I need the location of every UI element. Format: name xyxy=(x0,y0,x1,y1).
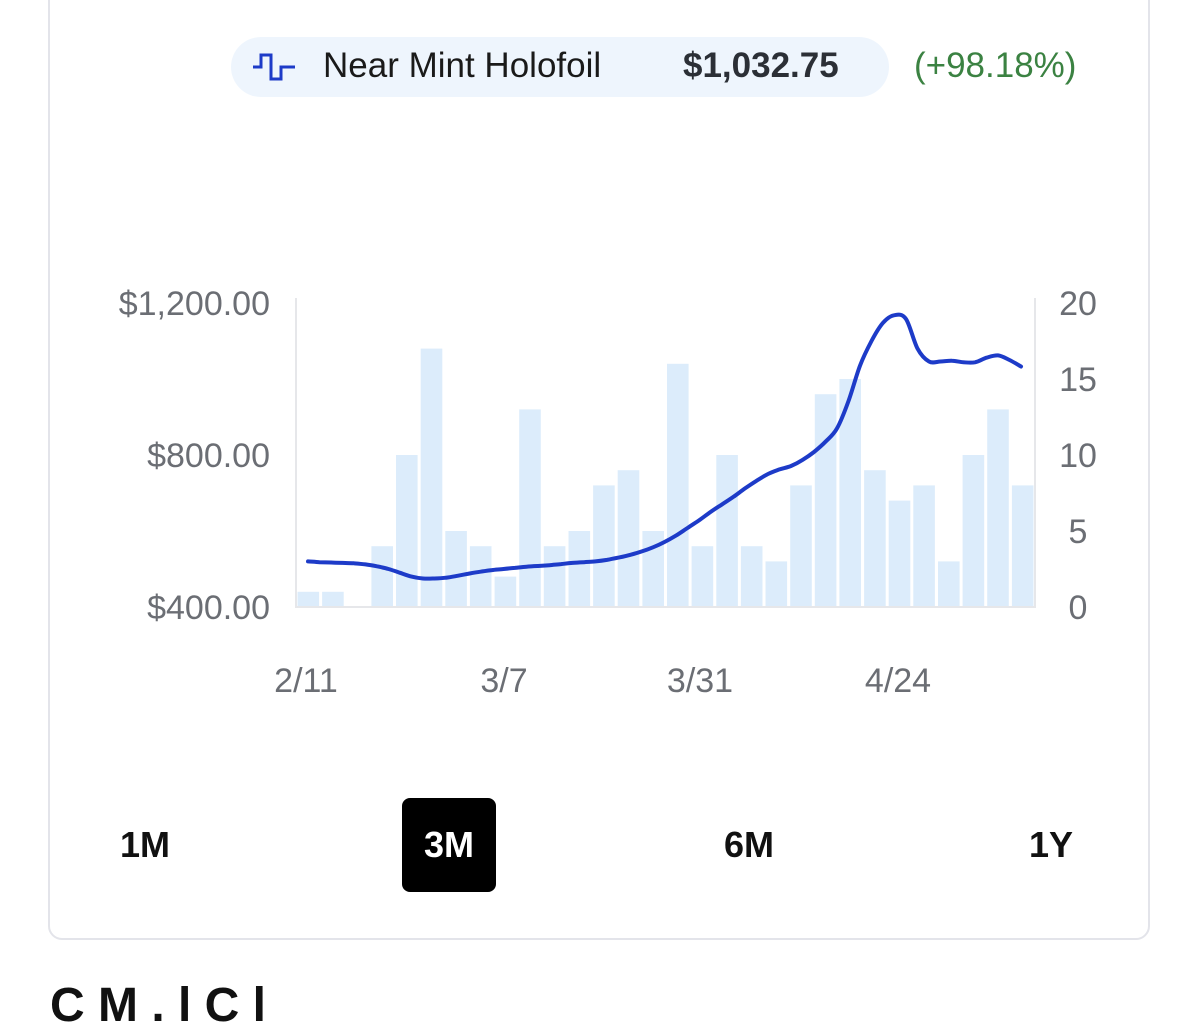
volume-bar xyxy=(888,500,911,607)
range-1m-button[interactable]: 1M xyxy=(119,824,170,865)
volume-bar xyxy=(814,394,837,607)
volume-bar xyxy=(371,546,393,607)
left-axis-tick: $400.00 xyxy=(147,589,270,627)
volume-bar xyxy=(938,561,960,607)
x-axis-tick: 3/31 xyxy=(667,662,733,700)
price-change: (+98.18%) xyxy=(914,46,1077,85)
volume-bar xyxy=(617,470,640,607)
right-axis-tick: 10 xyxy=(1059,437,1097,475)
right-axis-tick: 5 xyxy=(1069,513,1088,551)
x-axis-tick: 2/11 xyxy=(274,662,338,700)
volume-bar xyxy=(469,546,492,607)
left-axis-tick: $1,200.00 xyxy=(119,285,270,323)
volume-bar xyxy=(987,409,1009,607)
volume-bar xyxy=(716,455,738,607)
volume-bar xyxy=(322,591,344,607)
price-line-layer xyxy=(306,312,1023,581)
price-line xyxy=(306,312,1023,581)
volume-bar xyxy=(519,409,541,607)
volume-bar xyxy=(568,531,591,607)
volume-bar xyxy=(396,455,418,607)
volume-bar xyxy=(1011,485,1034,607)
right-axis-tick: 20 xyxy=(1059,285,1097,323)
x-axis-tick: 4/24 xyxy=(865,662,931,700)
volume-bar xyxy=(445,531,467,607)
volume-bar xyxy=(790,485,812,607)
volume-bar xyxy=(420,348,443,607)
volume-bar xyxy=(913,485,935,607)
left-axis-tick: $800.00 xyxy=(147,437,270,475)
range-3m-button[interactable]: 3M xyxy=(402,798,496,892)
volume-bar xyxy=(667,363,689,607)
volume-bar xyxy=(543,546,566,607)
price-chart: $1,200.00 $800.00 $400.00 20 15 10 5 0 2/11 3/7… xyxy=(119,285,1097,700)
volume-bar xyxy=(691,546,714,607)
left-axis-ticks: $1,200.00 $800.00 $400.00 xyxy=(119,285,270,627)
volume-bar xyxy=(593,485,615,607)
series-price: $1,032.75 xyxy=(683,46,839,85)
right-axis-tick: 15 xyxy=(1059,361,1097,399)
volume-bar xyxy=(864,470,886,607)
range-6m-button[interactable]: 6M xyxy=(723,824,774,865)
series-legend[interactable]: Near Mint Holofoil $1,032.75 xyxy=(231,37,889,97)
volume-bar xyxy=(765,561,788,607)
volume-bar xyxy=(494,576,517,607)
x-axis-tick: 3/7 xyxy=(480,662,527,700)
right-axis-ticks: 20 15 10 5 0 xyxy=(1059,285,1097,627)
volume-bars xyxy=(297,348,1034,607)
section-heading-peek: C M . l C l xyxy=(50,979,266,1032)
step-line-icon xyxy=(253,53,295,81)
volume-bar xyxy=(839,379,861,607)
x-axis-ticks: 2/11 3/7 3/31 4/24 xyxy=(274,662,931,700)
range-1y-button[interactable]: 1Y xyxy=(1028,824,1074,865)
volume-bar xyxy=(962,455,985,607)
series-name: Near Mint Holofoil xyxy=(323,46,602,85)
volume-bar xyxy=(297,591,320,607)
volume-bar xyxy=(740,546,763,607)
right-axis-tick: 0 xyxy=(1069,589,1088,627)
